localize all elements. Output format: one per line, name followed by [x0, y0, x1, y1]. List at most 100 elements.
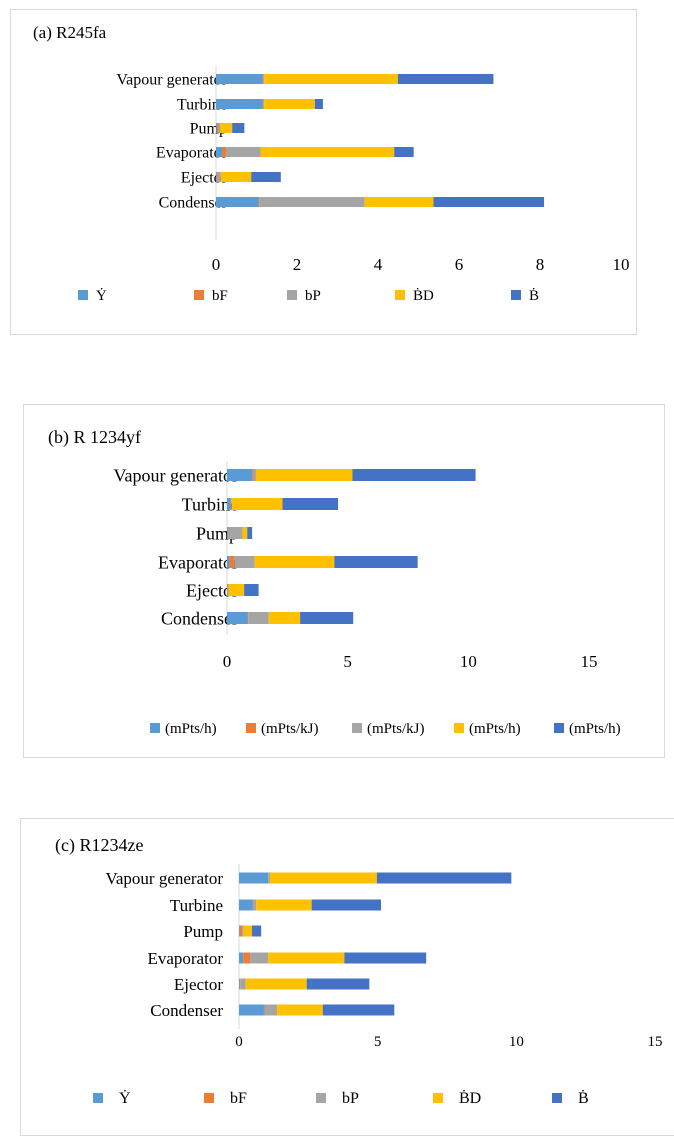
chart-c-category-label: Turbine	[170, 896, 223, 915]
chart-a-bar-bP-ejector	[218, 172, 221, 182]
chart-b-tick-label: 0	[223, 652, 232, 671]
chart-a-bar-bP-condenser	[259, 197, 364, 207]
chart-c-legend-swatch	[93, 1093, 103, 1103]
chart-c-bar-bF-turbine	[253, 900, 254, 911]
chart-c-legend-swatch	[433, 1093, 443, 1103]
chart-a-bar-Y-vapour-generator	[216, 74, 263, 84]
chart-a-legend-label: ḂD	[413, 288, 434, 304]
chart-b-bar-BD-pump	[242, 527, 247, 539]
chart-a-bar-bP-vapour-generator	[263, 74, 264, 84]
chart-c-bar-Y-ejector	[239, 979, 240, 990]
chart-c-bar-B-turbine	[312, 900, 381, 911]
chart-c-bar-BD-turbine	[256, 900, 311, 911]
chart-b-legend-label: (mPts/kJ)	[261, 721, 319, 737]
chart-a-tick-label: 2	[293, 255, 302, 274]
chart-c-legend-label: Ẏ	[119, 1089, 131, 1107]
chart-b-bar-bP-condenser	[248, 612, 269, 624]
chart-b-legend-swatch	[454, 723, 464, 733]
chart-a-bar-bF-evaporator	[222, 147, 226, 157]
chart-b-bar-B-evaporator	[334, 556, 417, 568]
chart-c-bar-BD-condenser	[277, 1005, 323, 1016]
chart-c-bar-bP-condenser	[265, 1005, 277, 1016]
chart-a-legend-swatch	[287, 290, 297, 300]
chart-b-legend-label: (mPts/h)	[165, 721, 217, 737]
chart-b-bar-BD-condenser	[269, 612, 300, 624]
chart-c-category-label: Ejector	[174, 975, 223, 994]
chart-a-tick-label: 0	[212, 255, 221, 274]
chart-a-tick-label: 10	[613, 255, 630, 274]
chart-b-bar-Y-condenser	[227, 612, 248, 624]
chart-a-legend-swatch	[511, 290, 521, 300]
chart-c-tick-label: 15	[648, 1034, 663, 1050]
chart-b-bar-B-ejector	[244, 584, 258, 596]
chart-b-bar-B-vapour-generator	[352, 469, 475, 481]
chart-a-bar-bP-pump	[218, 123, 220, 133]
chart-c-bar-BD-pump	[244, 926, 252, 937]
chart-b-bar-Y-turbine	[227, 498, 231, 510]
chart-a-bar-bF-pump	[217, 123, 218, 133]
chart-a-bar-bP-turbine	[263, 99, 264, 109]
chart-c-tick-label: 0	[235, 1034, 243, 1050]
chart-c-bar-bF-condenser	[264, 1005, 265, 1016]
chart-c-bar-bF-pump	[240, 926, 243, 937]
chart-b-bar-Y-evaporator	[227, 556, 229, 568]
chart-c-category-label: Evaporator	[147, 949, 223, 968]
chart-a-bar-B-condenser	[433, 197, 544, 207]
chart-a-svg: (a) R245faCondenserEjectorEvaporatorPump…	[11, 10, 636, 334]
chart-c-legend-label: ḂD	[459, 1089, 481, 1107]
chart-c-category-label: Condenser	[150, 1001, 223, 1020]
chart-a-bar-B-ejector	[251, 172, 281, 182]
chart-c-bar-Y-pump	[239, 926, 240, 937]
chart-c-bar-bP-evaporator	[250, 953, 268, 964]
chart-a-legend-label: Ḃ	[529, 288, 539, 304]
chart-a-bar-B-turbine	[315, 99, 323, 109]
chart-b-bar-BD-ejector	[228, 584, 244, 596]
chart-b-bar-bP-evaporator	[234, 556, 255, 568]
chart-c-bar-BD-evaporator	[268, 953, 344, 964]
chart-a-bar-Y-pump	[216, 123, 217, 133]
chart-a-tick-label: 8	[536, 255, 545, 274]
chart-a-legend-label: bF	[212, 288, 228, 304]
chart-a-bar-B-vapour-generator	[398, 74, 494, 84]
chart-b-legend-swatch	[150, 723, 160, 733]
chart-b-legend-label: (mPts/h)	[469, 721, 521, 737]
chart-c-legend-label: bF	[230, 1090, 247, 1107]
chart-c-title: (c) R1234ze	[55, 835, 143, 856]
chart-a-bar-BD-turbine	[264, 99, 315, 109]
chart-c-legend-swatch	[204, 1093, 214, 1103]
chart-c-bar-Y-condenser	[239, 1005, 264, 1016]
chart-b-bar-bP-pump	[228, 527, 242, 539]
chart-c-bar-bF-evaporator	[243, 953, 250, 964]
chart-b-legend-swatch	[554, 723, 564, 733]
chart-c-legend-swatch	[552, 1093, 562, 1103]
chart-b-bar-bP-vapour-generator	[254, 469, 256, 481]
chart-b-bar-bP-turbine	[231, 498, 232, 510]
chart-c-svg: (c) R1234zeCondenserEjectorEvaporatorPum…	[21, 819, 674, 1135]
chart-a-bar-BD-ejector	[221, 172, 251, 182]
chart-b-category-label: Evaporator	[158, 552, 238, 572]
chart-b-bar-Y-vapour-generator	[227, 469, 252, 481]
chart-c-bar-bP-pump	[242, 926, 243, 937]
chart-a-bar-B-pump	[232, 123, 244, 133]
chart-a-tick-label: 6	[455, 255, 464, 274]
chart-b-bar-BD-evaporator	[255, 556, 335, 568]
chart-c-bar-B-ejector	[307, 979, 370, 990]
chart-b-bar-bF-vapour-generator	[252, 469, 253, 481]
chart-c-bar-bP-ejector	[240, 979, 246, 990]
chart-a-bar-bF-turbine	[263, 99, 264, 109]
chart-b-bar-B-turbine	[283, 498, 339, 510]
chart-b-bar-B-pump	[247, 527, 252, 539]
chart-b-tick-label: 10	[460, 652, 477, 671]
chart-a-legend-label: bP	[305, 288, 321, 304]
chart-a-bar-Y-evaporator	[216, 147, 222, 157]
chart-c-legend-label: Ḃ	[578, 1089, 589, 1107]
chart-c-legend-label: bP	[342, 1090, 359, 1107]
chart-a-legend-label: Ẏ	[96, 288, 107, 304]
chart-b-bar-B-condenser	[300, 612, 353, 624]
chart-c-bar-B-condenser	[323, 1005, 395, 1016]
chart-b-svg: (b) R 1234yfCondenserEjectorEvaporatorPu…	[24, 405, 664, 757]
chart-c-category-label: Vapour generator	[105, 869, 223, 888]
chart-c-bar-BD-vapour-generator	[270, 873, 377, 884]
